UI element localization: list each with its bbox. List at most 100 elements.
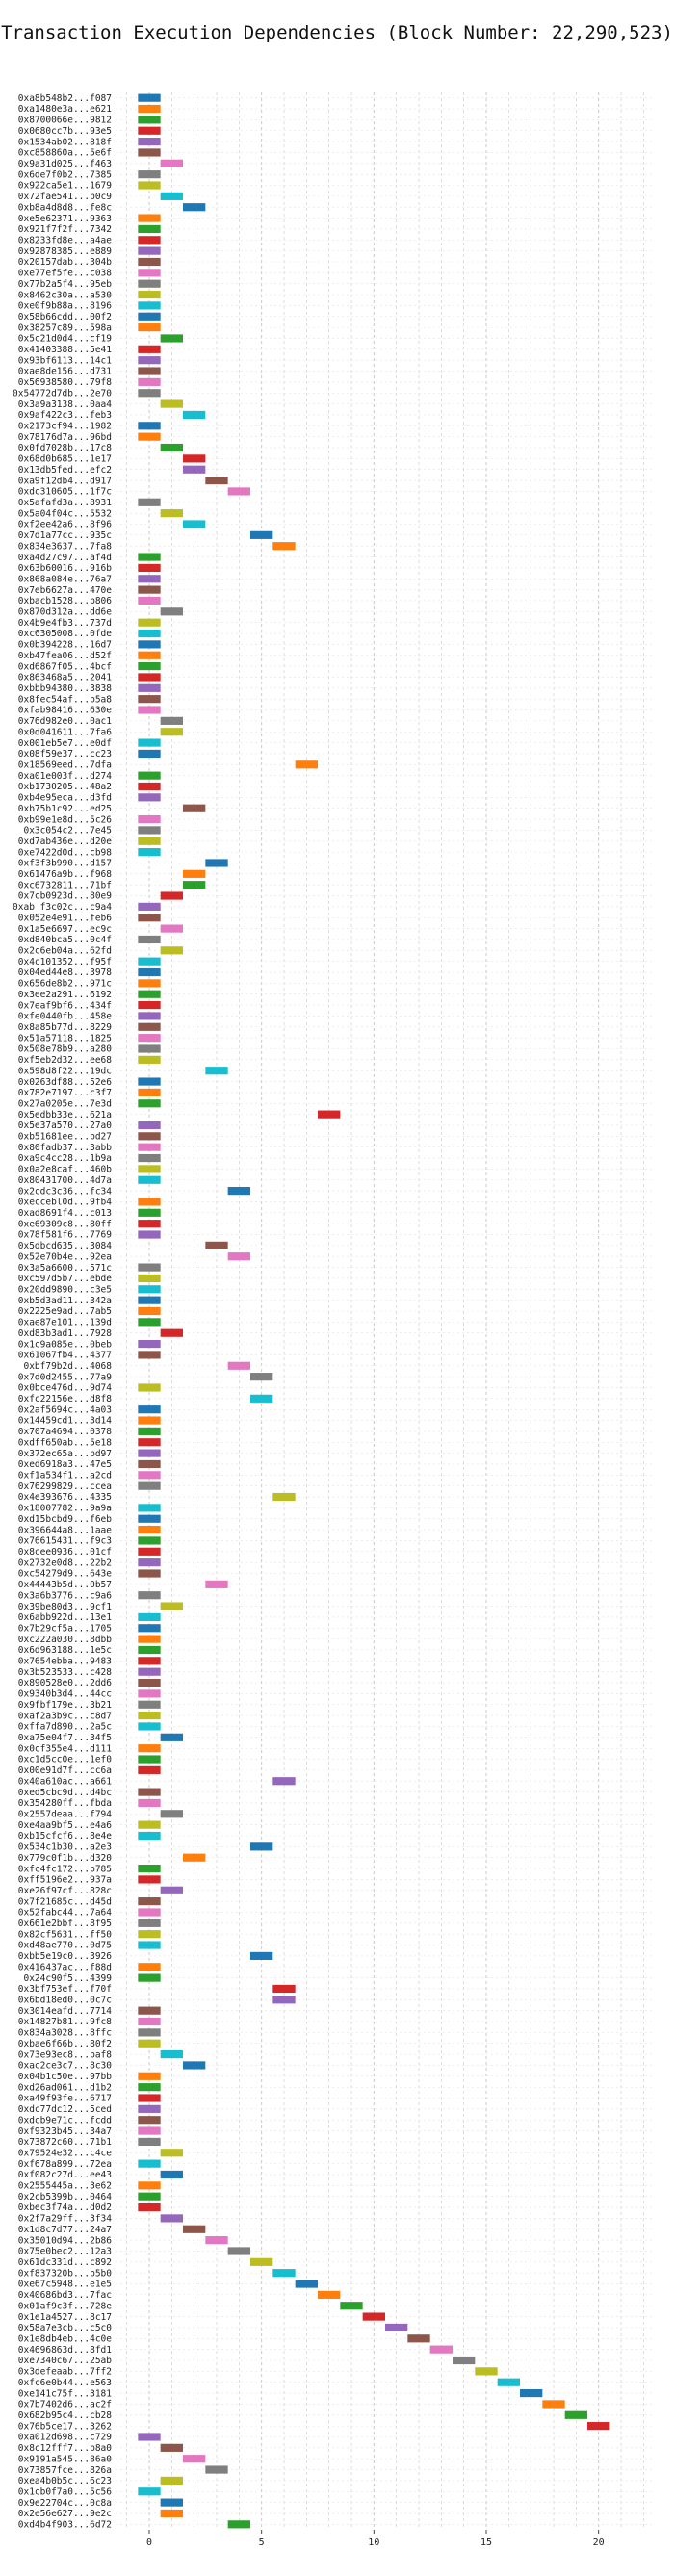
tx-label: 0x9af422c3...feb3	[18, 410, 112, 421]
tx-bar	[138, 1044, 161, 1053]
tx-label: 0x80431700...4d7a	[18, 1175, 112, 1186]
tx-label: 0x1534ab02...818f	[18, 137, 112, 147]
tx-bar	[227, 1187, 250, 1196]
tx-label: 0x54772d7db...2e70	[13, 388, 112, 399]
tx-bar	[138, 1700, 161, 1709]
tx-label: 0x73872c60...71b1	[18, 2137, 113, 2148]
tx-label: 0x9a31d025...f463	[18, 159, 112, 169]
tx-label: 0xdc77dc12...5ced	[18, 2104, 112, 2115]
tx-bar	[160, 1733, 183, 1741]
tx-label: 0x13db5fed...efc2	[18, 465, 112, 476]
tx-bar	[138, 1558, 161, 1567]
tx-bar	[138, 749, 161, 759]
tx-bar	[138, 1875, 161, 1884]
tx-label: 0x76615431...f9c3	[18, 1536, 112, 1547]
tx-bar	[138, 116, 161, 124]
tx-bar	[138, 290, 161, 299]
tx-bar	[138, 1712, 161, 1720]
tx-bar	[138, 629, 161, 638]
tx-label: 0x4c101352...f95f	[18, 957, 112, 967]
tx-label: 0x78176d7a...96bd	[18, 432, 112, 443]
tx-bar	[183, 1853, 206, 1862]
tx-bar	[160, 443, 183, 452]
tx-label: 0xd83b3ad1...7928	[18, 1328, 113, 1339]
tx-bar	[138, 1198, 161, 1206]
tx-bar	[205, 1580, 228, 1588]
tx-label: 0xbf79b2d...4068	[23, 1361, 112, 1372]
tx-label: 0xf082c27d...ee43	[18, 2170, 112, 2180]
tx-label: 0xe141c75f...3181	[18, 2388, 113, 2399]
tx-bar	[138, 1459, 161, 1469]
tx-label: 0x58a7e3cb...c5c0	[18, 2323, 113, 2333]
tx-label: 0x01af9c3f...728e	[18, 2301, 113, 2311]
tx-label: 0xb15cfcf6...8e4e	[18, 1831, 113, 1842]
tx-bar	[138, 957, 161, 966]
tx-bar	[138, 596, 161, 605]
tx-bar	[138, 2006, 161, 2015]
tx-label: 0xfc22156e...d8f8	[18, 1394, 113, 1404]
tx-label: 0x76299829...ccea	[18, 1481, 112, 1492]
tx-bar	[138, 2433, 161, 2441]
tx-label: 0x707a4694...0378	[18, 1427, 113, 1437]
tx-bar	[138, 2017, 161, 2026]
tx-label: 0xa49f93fe...6717	[18, 2094, 112, 2104]
tx-bar	[160, 946, 183, 955]
tx-label: 0x1a5e6697...ec9c	[18, 924, 112, 935]
tx-label: 0x82cf5631...ff50	[18, 1929, 113, 1940]
tx-bar	[138, 1612, 161, 1622]
tx-bar	[138, 312, 161, 321]
tx-label: 0x834e3637...7fa8	[18, 541, 113, 552]
tx-bar	[138, 1351, 161, 1359]
tx-bar	[160, 607, 183, 616]
tx-label: 0x68d0b685...1e17	[18, 454, 112, 465]
tx-label: 0x7b29cf5a...1705	[18, 1623, 112, 1634]
tx-label: 0x04b1c50e...97bb	[18, 2072, 113, 2082]
tx-label: 0xa4d27c97...af4d	[18, 553, 112, 563]
tx-label: 0x0fd7028b...17c8	[18, 443, 113, 453]
tx-bar	[138, 246, 161, 255]
tx-label: 0x7d1a77cc...935c	[18, 530, 112, 541]
tx-bar	[138, 1077, 161, 1086]
tx-label: 0x38257c89...598a	[18, 322, 112, 333]
tx-label: 0xf678a899...72ea	[18, 2159, 112, 2170]
tx-label: 0xe5e62371...9363	[18, 214, 112, 224]
tx-label: 0x3bf753ef...f70f	[18, 1984, 112, 1995]
tx-bar	[138, 618, 161, 627]
tx-bar	[138, 170, 161, 179]
tx-label: 0x44443b5d...0b57	[18, 1580, 112, 1590]
chart-title: Transaction Execution Dependencies (Bloc…	[1, 22, 673, 43]
tx-bar	[250, 1373, 273, 1381]
tx-label: 0x834a3028...8ffc	[18, 2028, 112, 2039]
tx-label: 0xbb5e19c0...3926	[18, 1951, 113, 1962]
tx-label: 0x39be80d3...9cf1	[18, 1602, 113, 1612]
tx-label: 0xc6305008...0fde	[18, 629, 113, 639]
tx-bar	[138, 181, 161, 190]
tx-bar	[138, 640, 161, 649]
tx-label: 0x20157dab...304b	[18, 257, 113, 268]
tx-bar	[160, 2498, 183, 2507]
tx-bar	[250, 2257, 273, 2266]
tx-label: 0x7eb6627a...470e	[18, 585, 113, 596]
tx-label: 0xae8de156...d731	[18, 367, 113, 377]
tx-label: 0xbae6f66b...80f2	[18, 2039, 112, 2049]
tx-label: 0xf2ee42a6...8f96	[18, 520, 113, 530]
tx-label: 0x1cb0f7a0...5c56	[18, 2486, 113, 2497]
tx-bar	[138, 356, 161, 365]
tx-bar	[138, 651, 161, 659]
tx-label: 0x20dd9890...c3e5	[18, 1284, 112, 1295]
tx-label: 0xd4b4f903...6d72	[18, 2520, 112, 2531]
tx-bar	[138, 1667, 161, 1676]
tx-bar	[250, 1951, 273, 1960]
tx-label: 0x8233fd8e...a4ae	[18, 235, 113, 245]
tx-label: 0xf5eb2d32...ee68	[18, 1055, 113, 1066]
tx-label: 0xa1480e3a...e621	[18, 104, 113, 115]
tx-label: 0xed5cbc9d...d4bc	[18, 1788, 112, 1798]
tx-label: 0x922ca5e1...1679	[18, 181, 113, 192]
tx-label: 0xd7ab436e...d20e	[18, 837, 113, 847]
tx-bar	[138, 1941, 161, 1949]
tx-bar	[138, 1012, 161, 1020]
tx-label: 0xd26ad061...d1b2	[18, 2082, 112, 2093]
tx-label: 0x8700066e...9812	[18, 116, 112, 126]
tx-bar	[160, 509, 183, 518]
tx-bar	[542, 2400, 565, 2409]
